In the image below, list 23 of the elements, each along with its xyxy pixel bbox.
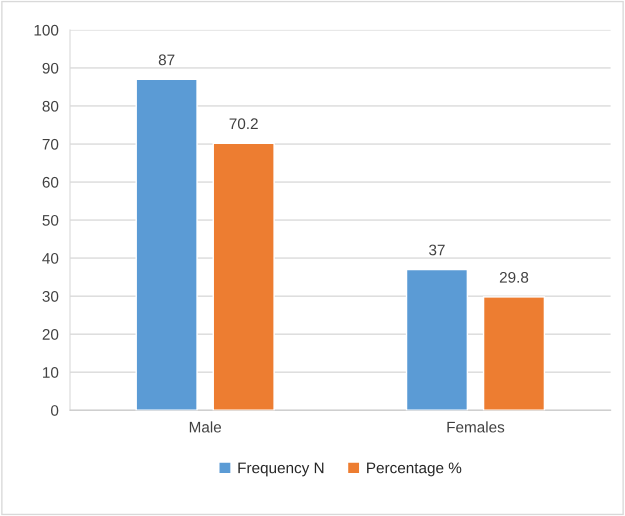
x-tick-label: Females (447, 421, 504, 433)
bar (136, 78, 198, 410)
y-tick-label: 10 (43, 367, 58, 378)
y-tick-label: 40 (42, 252, 58, 264)
y-tick-label: 70 (42, 138, 58, 150)
y-tick-label: 50 (42, 214, 58, 226)
y-tick-label: 80 (42, 100, 58, 112)
data-label: 87 (158, 54, 174, 66)
data-label: 37 (429, 244, 445, 256)
legend-label: Percentage % (367, 462, 462, 476)
y-tick-label: 0 (50, 405, 58, 416)
x-tick-label: Male (190, 421, 222, 433)
data-label: 29.8 (500, 272, 528, 283)
bar (406, 268, 468, 410)
bar (212, 142, 275, 410)
y-tick-label: 60 (42, 176, 58, 188)
y-tick-label: 20 (42, 329, 58, 340)
y-tick-label: 30 (42, 291, 58, 302)
y-tick-label: 100 (34, 24, 58, 36)
y-tick-label: 90 (42, 62, 58, 74)
data-label: 70.2 (230, 118, 258, 130)
legend-label: Frequency N (238, 462, 324, 476)
bar (482, 296, 546, 410)
